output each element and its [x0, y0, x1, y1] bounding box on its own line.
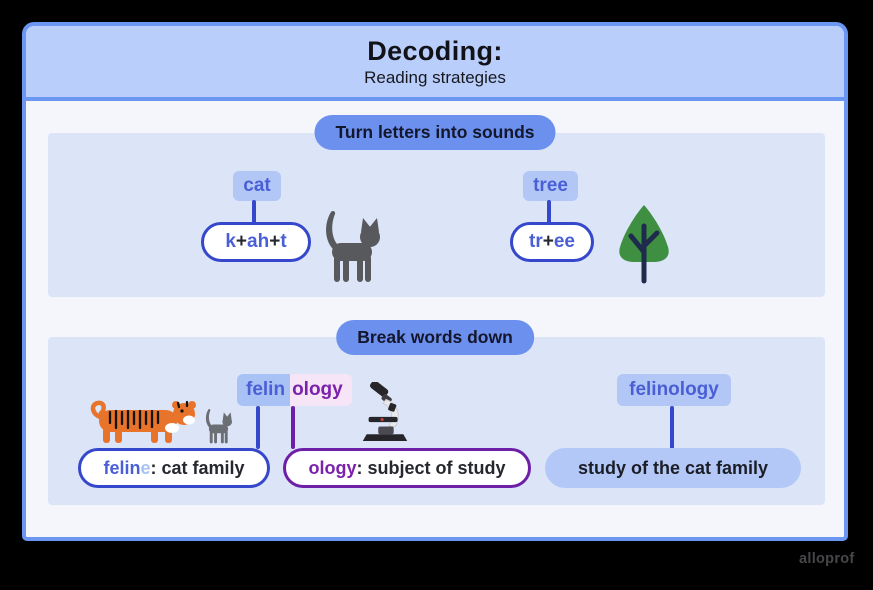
felin-meaning: : cat family	[150, 457, 245, 478]
phonemes-cat: k + ah + t	[201, 222, 311, 262]
plus-sign: +	[235, 231, 248, 252]
phoneme: tr	[529, 231, 543, 252]
split-word-felinology: felin ology	[237, 374, 352, 406]
plus-sign: +	[542, 231, 554, 252]
word-tag-tree: tree	[523, 171, 578, 201]
cat-icon	[205, 408, 233, 444]
decoding-card: Decoding: Reading strategies Turn letter…	[22, 22, 848, 541]
root-felin: felin	[103, 457, 141, 478]
word-tag-felinology: felinology	[617, 374, 731, 406]
felinology-meaning-pill: study of the cat family	[545, 448, 801, 488]
tiger-icon	[90, 400, 196, 443]
phonemes-tree: tr + ee	[510, 222, 594, 262]
phoneme: ah	[247, 231, 270, 252]
plus-sign: +	[269, 231, 281, 252]
connector-line-ology	[291, 406, 295, 449]
ology-definition-pill: ology: subject of study	[283, 448, 531, 488]
tree-icon	[619, 205, 669, 284]
card-header: Decoding: Reading strategies	[26, 26, 844, 101]
alloprof-logo: alloprof	[799, 551, 855, 567]
section-label-break-words-down: Break words down	[336, 320, 534, 355]
connector-line-tree	[547, 200, 551, 225]
page-title: Decoding:	[367, 35, 503, 66]
phoneme: ee	[553, 231, 575, 252]
word-part-felin: felin	[237, 374, 291, 406]
section-label-turn-letters-into-sounds: Turn letters into sounds	[314, 115, 556, 150]
word-tag-cat: cat	[233, 171, 281, 201]
feline-definition-pill: felin e: cat family	[78, 448, 270, 488]
connector-line-cat	[252, 200, 256, 225]
ology-meaning: : subject of study	[356, 457, 506, 478]
silent-e: e	[140, 457, 151, 478]
connector-line-felin	[256, 406, 260, 449]
cat-icon	[326, 210, 380, 282]
root-ology: ology	[308, 457, 357, 478]
word-part-ology: ology	[290, 374, 352, 406]
phoneme: t	[280, 231, 287, 252]
phoneme: k	[225, 231, 236, 252]
microscope-icon	[362, 382, 408, 441]
sounds-panel	[48, 133, 825, 297]
connector-line-felinology	[670, 406, 674, 449]
page-subtitle: Reading strategies	[364, 67, 506, 87]
